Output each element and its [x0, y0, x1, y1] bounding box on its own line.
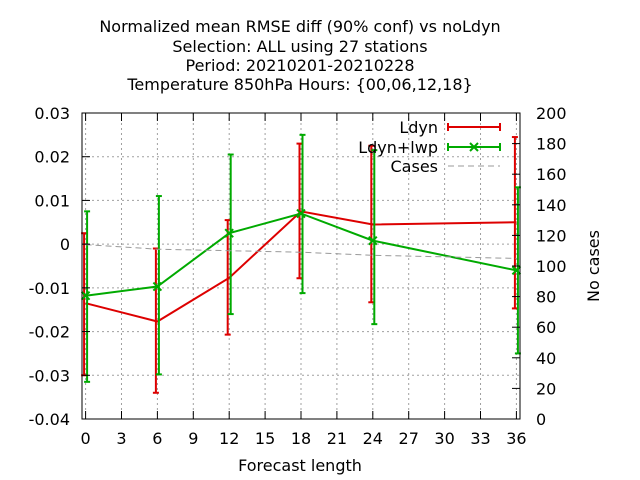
y-tick-label: -0.04	[29, 410, 70, 429]
x-tick-label: 12	[219, 429, 239, 448]
y-tick-label: 0.01	[34, 191, 70, 210]
y-tick-label: -0.03	[29, 366, 70, 385]
data-point-marker	[152, 281, 163, 292]
y2-tick-label: 80	[536, 288, 556, 307]
title-line-3: Period: 20210201-20210228	[185, 56, 414, 75]
y-tick-label: -0.01	[29, 279, 70, 298]
x-tick-label: 3	[116, 429, 126, 448]
legend-label: Cases	[391, 157, 439, 176]
series-line-ldyn	[85, 210, 517, 323]
x-tick-label: 0	[80, 429, 90, 448]
data-point-marker	[224, 228, 234, 238]
data-point-marker	[511, 265, 522, 276]
series-layer	[80, 133, 522, 394]
x-tick-label: 36	[506, 429, 526, 448]
x-tick-label: 30	[434, 429, 454, 448]
x-tick-label: 33	[470, 429, 490, 448]
y2-tick-label: 100	[536, 257, 567, 276]
y-tick-label: 0.02	[34, 148, 70, 167]
y2-tick-label: 0	[536, 410, 546, 429]
x-tick-label: 6	[152, 429, 162, 448]
title-line-4: Temperature 850hPa Hours: {00,06,12,18}	[126, 75, 472, 94]
title-line-1: Normalized mean RMSE diff (90% conf) vs …	[99, 17, 500, 36]
x-tick-label: 15	[255, 429, 275, 448]
y-tick-label: 0.03	[34, 104, 70, 123]
legend-label: Ldyn	[399, 118, 438, 137]
series-line-ldyn-lwp	[85, 212, 517, 297]
y2-tick-label: 40	[536, 349, 556, 368]
y2-tick-label: 160	[536, 165, 567, 184]
x-tick-label: 18	[291, 429, 311, 448]
y-tick-label: -0.02	[29, 323, 70, 342]
legend-label: Ldyn+lwp	[358, 138, 438, 157]
y2-tick-label: 20	[536, 379, 556, 398]
y2-tick-label: 140	[536, 196, 567, 215]
x-axis-label: Forecast length	[238, 456, 362, 475]
legend-marker	[469, 142, 479, 152]
x-tick-label: 21	[327, 429, 347, 448]
y2-tick-label: 180	[536, 135, 567, 154]
x-tick-label: 9	[188, 429, 198, 448]
series-line-cases	[85, 244, 517, 259]
chart-title: Normalized mean RMSE diff (90% conf) vs …	[99, 17, 500, 94]
title-line-2: Selection: ALL using 27 stations	[172, 37, 427, 56]
y2-tick-label: 200	[536, 104, 567, 123]
x-tick-label: 24	[363, 429, 383, 448]
y2-tick-label: 60	[536, 318, 556, 337]
axes: 0 3 6 9 12 15 18 21 24 27 30 33 360.030.020.010-0.01…	[29, 104, 567, 448]
data-point-marker	[80, 291, 91, 301]
data-point-marker	[296, 208, 306, 219]
y-tick-label: 0	[60, 235, 70, 254]
y2-axis-label: No cases	[584, 230, 603, 302]
x-tick-label: 27	[399, 429, 419, 448]
y2-tick-label: 120	[536, 226, 567, 245]
data-point-marker	[368, 235, 378, 246]
grid	[82, 112, 520, 420]
